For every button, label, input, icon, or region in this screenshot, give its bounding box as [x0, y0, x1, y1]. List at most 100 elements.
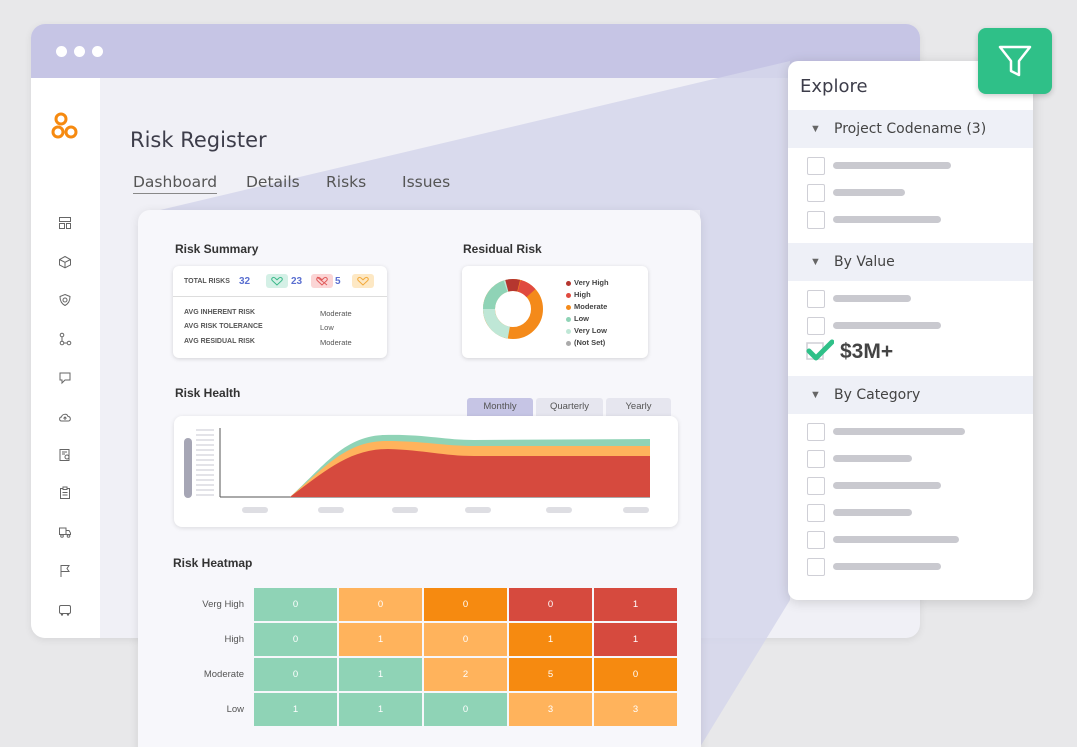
option-label-placeholder — [833, 162, 951, 169]
group-by-value[interactable]: ▼ By Value — [788, 243, 1033, 281]
window-dot[interactable] — [56, 46, 67, 57]
heatmap-cell[interactable]: 0 — [424, 693, 507, 726]
filter-checkbox[interactable] — [807, 157, 825, 175]
filter-checkbox[interactable] — [807, 423, 825, 441]
heatmap-cell[interactable]: 5 — [509, 658, 592, 691]
orange-circles-logo[interactable] — [51, 111, 83, 143]
filter-checkbox[interactable] — [807, 290, 825, 308]
heatmap-cell[interactable]: 0 — [254, 588, 337, 621]
filter-checkbox[interactable] — [807, 317, 825, 335]
workflow-icon[interactable] — [58, 332, 72, 346]
legend-item: Low — [566, 314, 589, 323]
filter-checkbox[interactable] — [807, 558, 825, 576]
vehicle-icon[interactable] — [58, 603, 72, 617]
heatmap-cell[interactable]: 1 — [339, 658, 422, 691]
tab-dashboard[interactable]: Dashboard — [133, 173, 218, 194]
residual-donut-chart — [483, 279, 543, 339]
heatmap-cell[interactable]: 3 — [594, 693, 677, 726]
window-dot[interactable] — [92, 46, 103, 57]
heatmap-cell[interactable]: 0 — [509, 588, 592, 621]
legend-item: (Not Set) — [566, 338, 605, 347]
flag-icon[interactable] — [58, 564, 72, 578]
heatmap-cell[interactable]: 3 — [509, 693, 592, 726]
report-icon[interactable] — [58, 448, 72, 462]
group-project-codename[interactable]: ▼ Project Codename (3) — [788, 110, 1033, 148]
option-label-placeholder — [833, 189, 905, 196]
heatmap-cell[interactable]: 1 — [594, 588, 677, 621]
option-label-placeholder — [833, 563, 941, 570]
filter-checkbox[interactable] — [807, 531, 825, 549]
tab-monthly[interactable]: Monthly — [467, 398, 533, 416]
tab-issues[interactable]: Issues — [402, 173, 451, 191]
summary-row-label: AVG INHERENT RISK — [184, 309, 256, 316]
divider — [173, 296, 387, 297]
cloud-upload-icon[interactable] — [58, 410, 72, 424]
tab-details[interactable]: Details — [246, 173, 300, 191]
dashboard-icon[interactable] — [58, 216, 72, 230]
legend-item: High — [566, 290, 591, 299]
cube-icon[interactable] — [58, 255, 72, 269]
heatmap-cell[interactable]: 0 — [424, 623, 507, 656]
heatmap-cell[interactable]: 1 — [339, 623, 422, 656]
legend-item: Very Low — [566, 326, 607, 335]
option-label-placeholder — [833, 216, 941, 223]
chart-scrollbar — [184, 438, 192, 498]
filter-checkbox[interactable] — [807, 450, 825, 468]
filter-icon — [998, 45, 1032, 77]
summary-row-value: Moderate — [320, 309, 352, 318]
heatmap-cell[interactable]: 0 — [424, 588, 507, 621]
risk-heatmap-title: Risk Heatmap — [173, 556, 253, 570]
summary-row-label: AVG RISK TOLERANCE — [184, 323, 263, 330]
bookmark-icon[interactable] — [58, 371, 72, 385]
heatmap-cell[interactable]: 0 — [254, 658, 337, 691]
checked-value-label: $3M+ — [840, 340, 894, 363]
heatmap-cell[interactable]: 1 — [509, 623, 592, 656]
residual-risk-panel: Very High High Moderate Low Very Low (No… — [462, 266, 648, 358]
legend-item: Moderate — [566, 302, 607, 311]
heart-icon — [352, 274, 374, 288]
tab-yearly[interactable]: Yearly — [606, 398, 671, 416]
summary-row-value: Low — [320, 323, 334, 332]
legend-item: Very High — [566, 278, 609, 287]
option-label-placeholder — [833, 295, 911, 302]
truck-icon[interactable] — [58, 525, 72, 539]
summary-row-value: Moderate — [320, 338, 352, 347]
filter-checkbox[interactable] — [807, 184, 825, 202]
shield-icon[interactable] — [58, 293, 72, 307]
window-dot[interactable] — [74, 46, 85, 57]
chip-count: 23 — [291, 276, 303, 287]
heatmap-row-label: Verg High — [202, 599, 244, 610]
option-label-placeholder — [833, 428, 965, 435]
tab-quarterly[interactable]: Quarterly — [536, 398, 603, 416]
checkmark-icon[interactable] — [806, 339, 834, 363]
risk-health-chart-panel — [174, 416, 678, 527]
option-label-placeholder — [833, 536, 959, 543]
option-label-placeholder — [833, 482, 941, 489]
heatmap-cell[interactable]: 0 — [254, 623, 337, 656]
sidebar — [31, 78, 100, 638]
filter-checkbox[interactable] — [807, 211, 825, 229]
heatmap-cell[interactable]: 1 — [339, 693, 422, 726]
heatmap-cell[interactable]: 0 — [594, 658, 677, 691]
summary-row-label: AVG RESIDUAL RISK — [184, 338, 255, 345]
explore-title: Explore — [800, 76, 868, 97]
triangle-down-icon: ▼ — [810, 389, 821, 401]
clipboard-icon[interactable] — [58, 486, 72, 500]
heart-cross-icon — [311, 274, 333, 288]
heatmap-row-label: Low — [226, 704, 244, 715]
chip-count: 5 — [335, 276, 341, 287]
risk-summary-panel: TOTAL RISKS 32 23 5 AVG INHERENT RISK Mo… — [173, 266, 387, 358]
group-label: By Category — [834, 387, 921, 403]
filter-checkbox[interactable] — [807, 477, 825, 495]
group-by-category[interactable]: ▼ By Category — [788, 376, 1033, 414]
option-label-placeholder — [833, 455, 912, 462]
heatmap-cell[interactable]: 1 — [594, 623, 677, 656]
filter-checkbox[interactable] — [807, 504, 825, 522]
heatmap-cell[interactable]: 2 — [424, 658, 507, 691]
heatmap-cell[interactable]: 1 — [254, 693, 337, 726]
heatmap-cell[interactable]: 0 — [339, 588, 422, 621]
option-label-placeholder — [833, 509, 912, 516]
filter-button[interactable] — [978, 28, 1052, 94]
heart-check-icon — [266, 274, 288, 288]
tab-risks[interactable]: Risks — [326, 173, 367, 191]
